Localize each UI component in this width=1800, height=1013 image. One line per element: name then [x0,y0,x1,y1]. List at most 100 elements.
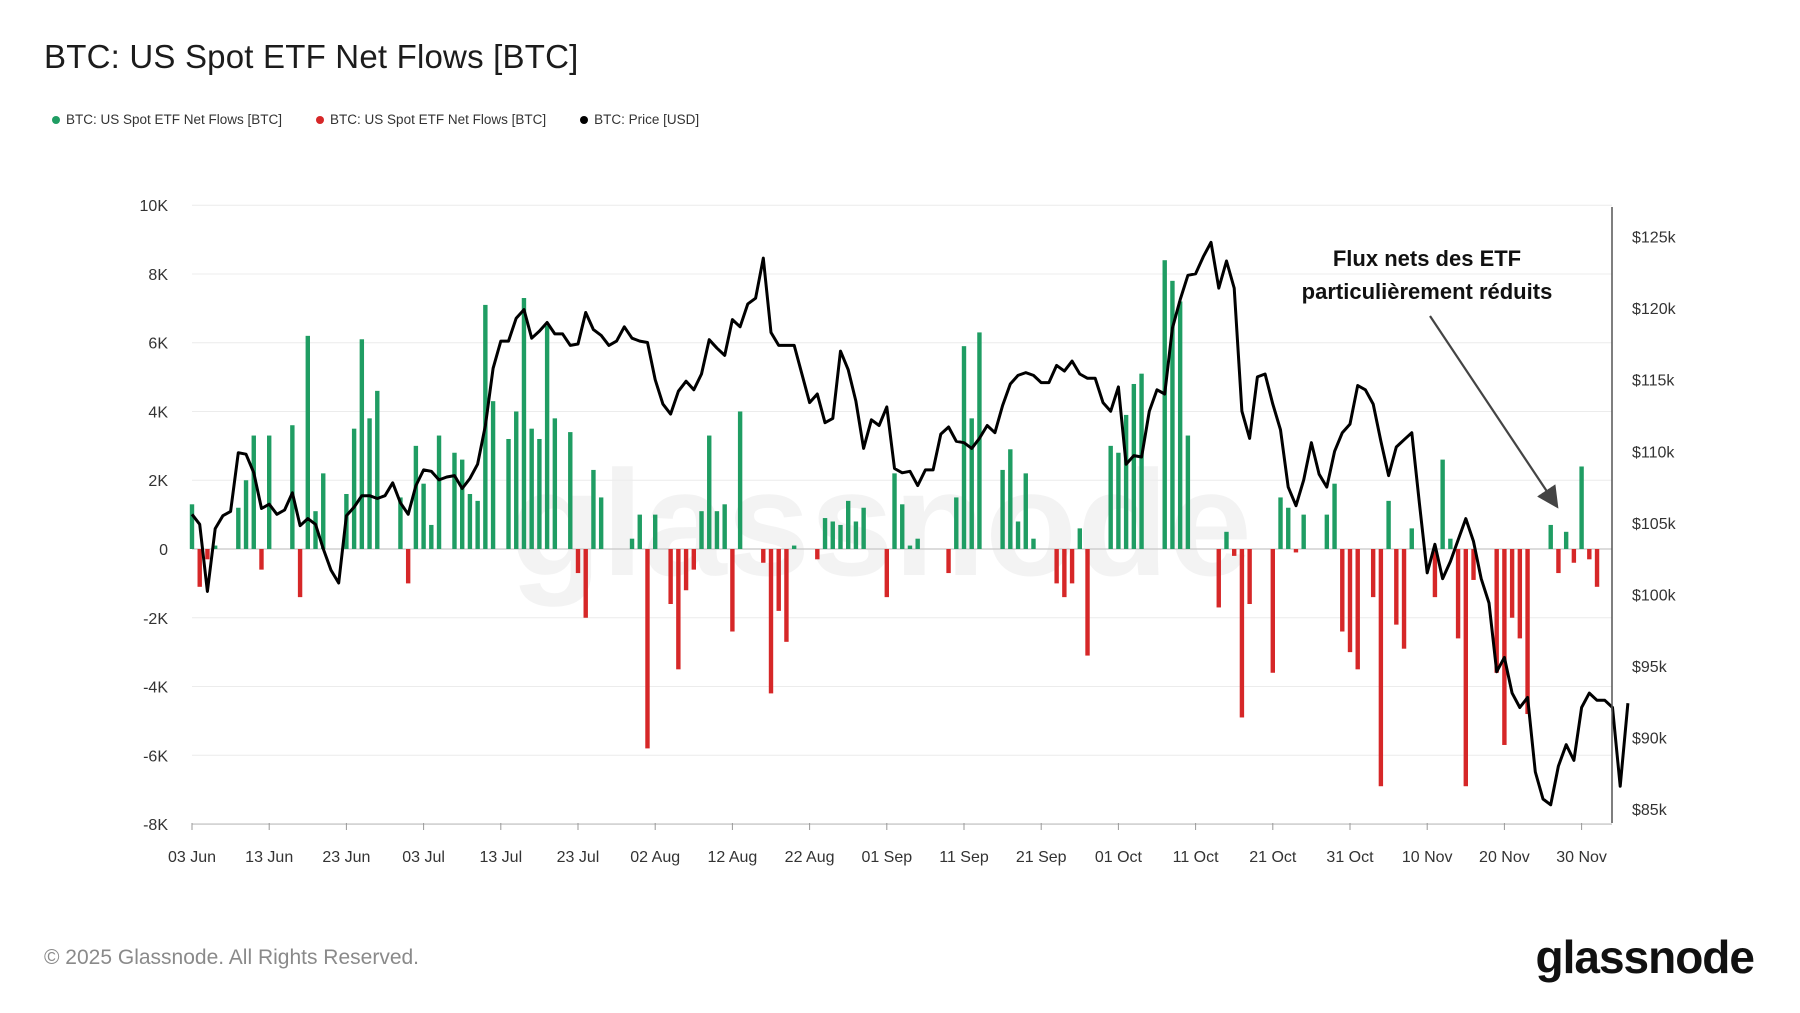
outflow-bar [1401,549,1407,649]
outflow-bar [1378,549,1384,787]
inflow-bar [359,339,365,549]
legend-label: BTC: Price [USD] [594,112,700,127]
x-tick-label: 01 Oct [1095,849,1143,866]
inflow-bar [1139,373,1144,549]
x-tick-label: 11 Sep [939,849,989,866]
y-right-tick-label: $105k [1632,516,1677,533]
outflow-bar [1340,549,1345,632]
inflow-bar [1023,473,1028,549]
y-left-tick-label: 8K [148,267,168,284]
inflow-bar [892,473,897,549]
outflow-bar [1370,549,1376,598]
outflow-bar [1525,549,1530,715]
inflow-bar [375,390,380,549]
x-tick-label: 22 Aug [785,849,835,866]
inflow-bar [629,538,635,549]
annotation-line-1: Flux nets des ETF [1333,246,1521,271]
x-tick-label: 03 Jul [402,849,445,866]
legend-item-price[interactable]: BTC: Price [USD] [580,112,699,127]
inflow-bar [1031,538,1036,549]
inflow-bar [707,435,712,549]
outflow-bar [946,549,951,574]
inflow-bar [838,524,843,549]
outflow-bar [668,549,673,605]
x-tick-label: 21 Sep [1016,849,1067,866]
legend-label: BTC: US Spot ETF Net Flows [BTC] [330,112,547,127]
flow-bars [189,260,1600,787]
legend-item-outflows[interactable]: BTC: US Spot ETF Net Flows [BTC] [316,112,546,127]
inflow-bar [436,435,442,549]
inflow-bar [1000,469,1005,549]
outflow-bar [259,549,264,570]
y-left-tick-label: -6K [143,748,168,765]
inflow-bar [1440,459,1445,549]
inflow-bar [467,493,473,549]
inflow-bar [305,335,310,549]
inflow-bar [737,411,743,549]
outflow-bar [1062,549,1067,598]
outflow-bar [1432,549,1438,598]
outflow-bar [676,549,681,670]
inflow-bar [1116,452,1121,549]
inflow-bar [1077,528,1082,549]
outflow-bar [405,549,411,584]
outflow-bar [768,549,774,694]
y-left-tick-label: 6K [148,336,168,353]
y-right-tick-label: $95k [1632,659,1668,676]
inflow-bar [1008,449,1013,549]
x-tick-label: 21 Oct [1249,849,1297,866]
legend-item-inflows[interactable]: BTC: US Spot ETF Net Flows [BTC] [52,112,282,127]
inflow-bar [1409,528,1414,549]
outflow-bar [683,549,689,591]
inflow-bar [506,438,511,549]
inflow-bar [413,445,419,549]
x-tick-label: 13 Jul [479,849,522,866]
annotation-line-2: particulièrement réduits [1302,279,1553,304]
outflow-bar [730,549,735,632]
inflow-bar [969,418,974,549]
inflow-bar [1131,383,1137,549]
y-left-tick-label: -2K [143,611,168,628]
inflow-bar [1224,531,1229,549]
inflow-bar [568,432,573,549]
inflow-bar [321,473,326,549]
outflow-bar [1471,549,1476,580]
inflow-bar [1015,521,1021,549]
inflow-bar [544,325,550,549]
inflow-bar [267,435,272,549]
outflow-bar [1463,549,1468,787]
x-tick-label: 02 Aug [630,849,680,866]
y-right-tick-label: $115k [1632,373,1675,390]
inflow-bar [460,459,465,549]
inflow-bar [529,428,534,549]
x-tick-label: 11 Oct [1173,849,1220,866]
glassnode-logo: glassnode [1535,931,1755,983]
outflow-bar [205,549,210,560]
outflow-bar [1571,549,1577,563]
inflow-bar [429,524,434,549]
outflow-bar [1216,549,1221,608]
inflow-bar [1301,514,1306,549]
legend-label: BTC: US Spot ETF Net Flows [BTC] [66,112,283,127]
x-tick-label: 12 Aug [707,849,757,866]
inflow-bar [398,497,403,549]
inflow-bar [1579,466,1584,549]
outflow-bar [583,549,588,618]
inflow-bar [514,411,519,549]
inflow-bar [830,521,835,549]
outflow-bar [1455,549,1461,639]
x-tick-label: 20 Nov [1479,849,1530,866]
inflow-bar [653,514,658,549]
price-line [190,240,1630,807]
y-right-tick-label: $125k [1632,230,1677,247]
inflow-bar [212,545,218,549]
inflow-bar [1170,280,1175,549]
inflow-bar [1123,414,1129,549]
outflow-bar [1494,549,1499,673]
inflow-bar [367,418,372,549]
inflow-bar [915,538,920,549]
inflow-bar [861,507,866,549]
outflow-bar [1293,549,1299,553]
outflow-bar [1509,549,1515,618]
